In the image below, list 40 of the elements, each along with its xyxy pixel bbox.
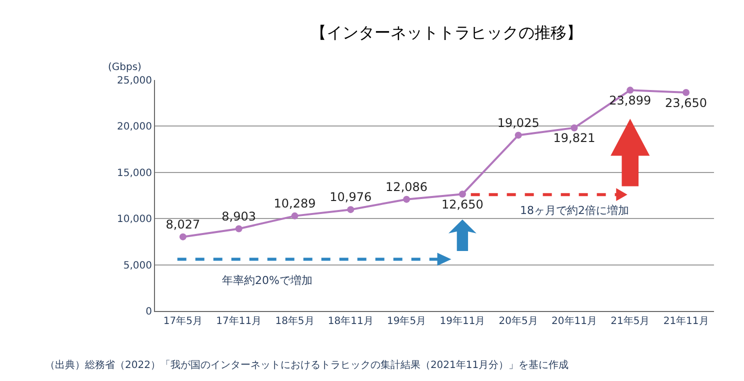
y-tick-label: 0 — [146, 306, 152, 318]
x-tick-label: 18年5月 — [275, 315, 314, 327]
point — [235, 225, 242, 232]
x-tick-label: 19年11月 — [440, 315, 486, 327]
x-tick-label: 21年11月 — [663, 315, 709, 327]
x-tick-label: 20年5月 — [498, 315, 538, 327]
x-tick-label: 17年5月 — [163, 315, 202, 327]
annotation: 年率約20%で増加 — [222, 274, 312, 287]
point — [626, 86, 634, 94]
data-label: 12,650 — [441, 197, 484, 212]
data-label: 10,289 — [274, 196, 316, 211]
annotation: 18ヶ月で約2倍に増加 — [520, 204, 629, 217]
point — [347, 206, 354, 214]
point — [682, 88, 690, 96]
y-tick-label: 20,000 — [117, 122, 152, 133]
chart-title: 【インターネットトラヒックの推移】 — [310, 22, 582, 42]
data-label: 8,027 — [166, 217, 200, 232]
point — [514, 132, 522, 139]
point — [403, 196, 410, 203]
data-label: 8,903 — [222, 209, 256, 224]
x-tick-label: 17年11月 — [216, 315, 262, 327]
point — [570, 124, 578, 132]
y-tick-label: 5,000 — [123, 260, 152, 272]
point — [458, 190, 466, 198]
text: （出典）総務省（2022）「我が国のインターネットにおけるトラヒックの集計結果（2021年11月分）」を基に作成 — [45, 359, 569, 371]
y-axis-title: (Gbps) — [108, 62, 142, 73]
x-tick-label: 21年5月 — [610, 315, 650, 327]
data-label: 19,025 — [497, 116, 540, 130]
data-label: 19,821 — [553, 131, 596, 146]
data-label: 23,650 — [665, 96, 708, 110]
data-label: 10,976 — [330, 190, 372, 204]
y-tick-label: 15,000 — [117, 168, 152, 179]
x-tick-label: 18年11月 — [328, 315, 374, 327]
point — [291, 212, 298, 220]
point — [179, 233, 186, 240]
data-label: 12,086 — [386, 180, 428, 194]
x-tick-label: 19年5月 — [387, 315, 426, 327]
y-tick-label: 10,000 — [117, 214, 152, 226]
x-tick-label: 20年11月 — [552, 315, 597, 327]
y-tick-label: 25,000 — [117, 76, 152, 86]
